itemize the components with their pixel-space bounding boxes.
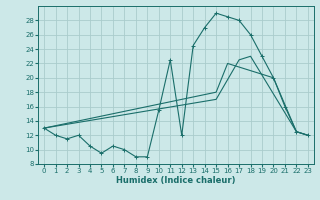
X-axis label: Humidex (Indice chaleur): Humidex (Indice chaleur) [116,176,236,185]
